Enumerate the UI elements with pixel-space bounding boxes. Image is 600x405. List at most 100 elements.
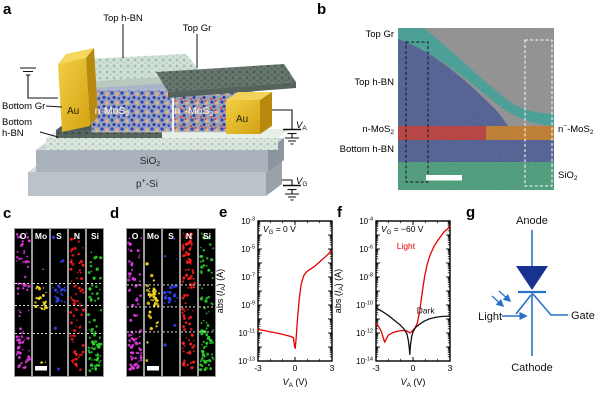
eds-strip-Si: Si: [87, 229, 103, 376]
sio2-label: SiO2: [140, 156, 161, 168]
y-tick-label: 10-4: [359, 217, 373, 226]
eds-element-header: O: [20, 231, 27, 241]
au-right-label: Au: [236, 114, 248, 125]
vg-label: VG: [296, 176, 307, 188]
tem-top-gr-label: Top Gr: [365, 29, 394, 40]
gate-voltage-annotation: VG = −60 V: [381, 224, 424, 236]
leader-lines: [39, 24, 198, 138]
panel-letter-f: f: [337, 204, 342, 221]
panel-letter-b: b: [317, 1, 327, 18]
eds-element-header: Mo: [147, 231, 159, 241]
eds-strip-S: S: [51, 229, 67, 376]
eds-strip-O: O: [127, 229, 143, 376]
tem-n-mos2-label: n-MoS2: [362, 124, 394, 136]
eds-strip-N: N: [181, 229, 197, 376]
scale-bar: [147, 366, 159, 371]
scale-bar: [35, 366, 47, 371]
eds-strip-Mo: Mo: [33, 229, 49, 376]
panel-d-eds-maps: O Mo S N Si: [126, 228, 216, 377]
panel-letter-g: g: [466, 204, 476, 221]
panel-c-eds-maps: O Mo S N Si: [14, 228, 104, 377]
tem-bottom-hbn-label: Bottom h-BN: [340, 144, 395, 155]
series-vg-0-v: [257, 249, 333, 350]
eds-element-header: S: [168, 231, 174, 241]
eds-strip-N: N: [69, 229, 85, 376]
y-tick-label: 10-3: [241, 217, 255, 226]
gate-lead: [532, 293, 568, 316]
cathode-label: Cathode: [511, 362, 553, 374]
light-ray-icon: [498, 290, 512, 303]
eds-strip-Si: Si: [199, 229, 215, 376]
tem-grain-overlay: [398, 28, 554, 190]
va-source: VA: [272, 109, 307, 145]
y-tick-label: 10-14: [356, 357, 373, 366]
au-left-label: Au: [67, 106, 79, 117]
anode-label: Anode: [516, 215, 548, 227]
eds-strip-O: O: [15, 229, 31, 376]
bottom-gr-label: Bottom Gr: [2, 101, 45, 112]
scale-bar: [426, 175, 462, 181]
panel-a-device-schematic: Au Au VA VG: [2, 13, 307, 201]
series-label: Light: [397, 241, 416, 251]
tem-sio2-label: SiO2: [558, 170, 578, 182]
bottom-hbn-label-line2: h-BN: [2, 128, 24, 139]
panel-letter-d: d: [110, 205, 120, 222]
x-tick-label: 0: [293, 363, 298, 373]
light-ray-icon: [491, 295, 505, 308]
y-tick-label: 10-6: [359, 245, 373, 254]
white-dashed-roi: [524, 39, 553, 187]
gate-voltage-annotation: VG = 0 V: [263, 224, 296, 236]
plot-frame: [257, 220, 333, 362]
panel-letter-e: e: [219, 204, 228, 221]
y-tick-label: 10-7: [241, 273, 255, 282]
tem-top-hbn-label: Top h-BN: [354, 77, 394, 88]
series-dark: [375, 307, 451, 355]
top-hbn-label: Top h-BN: [103, 13, 143, 24]
x-tick-label: 3: [330, 363, 335, 373]
x-tick-label: 0: [411, 363, 416, 373]
panel-f-iv-chart: 10-14 10-12 10-10 10-8 10-6 10-4 -3 0 3 Light Dark…: [333, 217, 453, 389]
series-light: [375, 225, 451, 343]
au-electrode-left: Au: [58, 48, 98, 132]
panel-letter-c: c: [3, 205, 12, 222]
x-tick-label: -3: [254, 363, 262, 373]
x-tick-label: 3: [448, 363, 453, 373]
eds-strip-S: S: [163, 229, 179, 376]
eds-element-header: N: [74, 231, 80, 241]
panel-letter-a: a: [3, 1, 12, 18]
top-graphene-sheet: [156, 64, 296, 98]
black-dashed-roi: [405, 41, 429, 183]
eds-element-header: N: [186, 231, 192, 241]
series-label: Dark: [417, 305, 436, 315]
top-gr-label: Top Gr: [183, 23, 212, 34]
panel-g-circuit-symbol: Anode Cathode Gate Light: [478, 215, 595, 374]
panel-b-tem-image: Top Gr Top h-BN n-MoS2 Bottom h-BN n−-Mo…: [340, 28, 594, 190]
y-axis-label: abs (IA) (A): [333, 269, 345, 313]
eds-element-header: Si: [203, 231, 211, 241]
tem-n-minus-mos2-label: n−-MoS2: [558, 123, 594, 136]
y-tick-label: 10-12: [356, 329, 373, 338]
x-axis-label: VA (V): [401, 377, 426, 389]
y-tick-label: 10-11: [239, 329, 255, 338]
y-axis-label: abs (IA) (A): [215, 269, 227, 313]
eds-element-header: Mo: [35, 231, 47, 241]
gate-label: Gate: [571, 310, 595, 322]
eds-element-header: O: [132, 231, 139, 241]
light-label: Light: [478, 311, 502, 323]
junction-divider: [172, 88, 174, 132]
light-injection-line: [515, 294, 532, 315]
n-minus-mos2-label: n−-MoS2: [175, 105, 214, 118]
y-tick-label: 10-8: [359, 273, 373, 282]
eds-strip-Mo: Mo: [145, 229, 161, 376]
x-tick-label: -3: [372, 363, 380, 373]
n-mos2-label: n-MoS2: [95, 105, 130, 118]
p-si-label: p+-Si: [136, 178, 158, 190]
eds-element-header: S: [56, 231, 62, 241]
y-tick-label: 10-5: [241, 245, 255, 254]
diode-triangle-icon: [516, 266, 548, 290]
y-tick-label: 10-13: [238, 357, 255, 366]
vg-source: VG: [282, 176, 307, 201]
x-axis-label: VA (V): [283, 377, 308, 389]
eds-element-header: Si: [91, 231, 99, 241]
